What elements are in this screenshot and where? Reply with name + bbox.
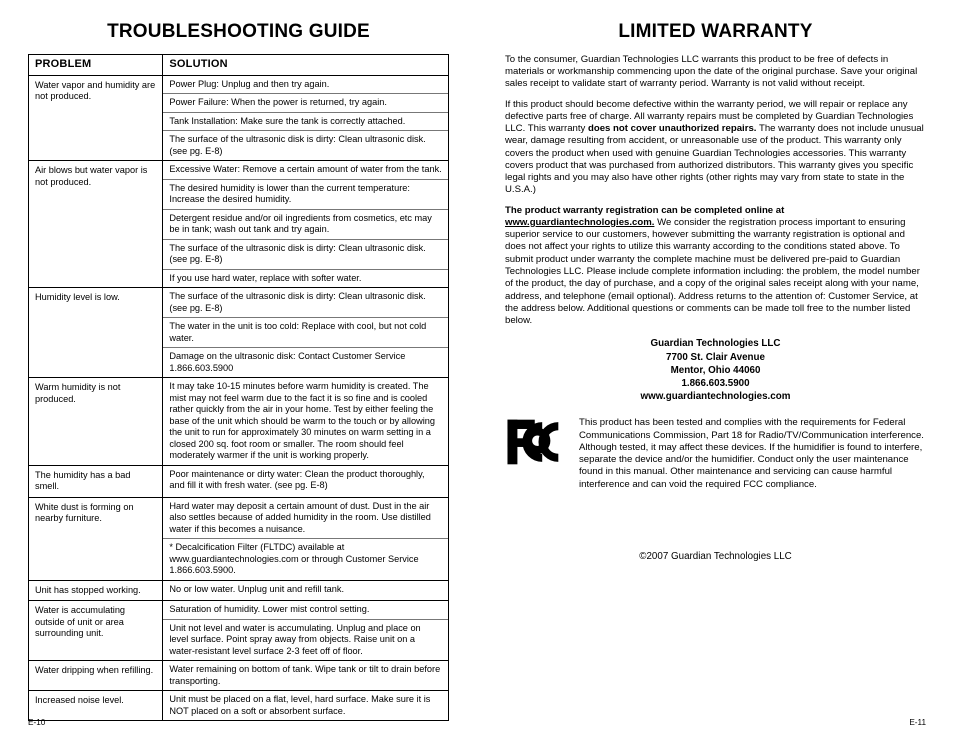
- table-row: Warm humidity is not produced.It may tak…: [29, 378, 449, 466]
- table-row: Water is accumulating outside of unit or…: [29, 601, 449, 661]
- table-row: White dust is forming on nearby furnitur…: [29, 497, 449, 580]
- solution-cell: Excessive Water: Remove a certain amount…: [163, 161, 449, 288]
- solution-cell: It may take 10-15 minutes before warm hu…: [163, 378, 449, 466]
- solution-cell: Poor maintenance or dirty water: Clean t…: [163, 465, 449, 497]
- table-row: Increased noise level.Unit must be place…: [29, 691, 449, 721]
- problem-cell: Water vapor and humidity are not produce…: [29, 75, 163, 161]
- warranty-p1: To the consumer, Guardian Technologies L…: [505, 54, 926, 91]
- solution-item: Unit not level and water is accumulating…: [163, 620, 448, 661]
- table-row: Water dripping when refilling.Water rema…: [29, 661, 449, 691]
- addr-city: Mentor, Ohio 44060: [505, 364, 926, 377]
- addr-phone: 1.866.603.5900: [505, 377, 926, 390]
- solution-cell: No or low water. Unplug unit and refill …: [163, 580, 449, 601]
- solution-item: Saturation of humidity. Lower mist contr…: [163, 601, 448, 620]
- table-row: Unit has stopped working.No or low water…: [29, 580, 449, 601]
- solution-item: The desired humidity is lower than the c…: [163, 180, 448, 210]
- solution-item: It may take 10-15 minutes before warm hu…: [163, 378, 448, 465]
- problem-cell: Unit has stopped working.: [29, 580, 163, 601]
- warranty-p2bold: does not cover unauthorized repairs.: [588, 123, 756, 134]
- warranty-title: LIMITED WARRANTY: [505, 20, 926, 44]
- page-number-right: E-11: [909, 718, 926, 728]
- fcc-block: This product has been tested and complie…: [505, 417, 926, 491]
- warranty-p3link: www.guardiantechnologies.com.: [505, 217, 654, 228]
- addr-web: www.guardiantechnologies.com: [505, 390, 926, 403]
- solution-item: Detergent residue and/or oil ingredients…: [163, 210, 448, 240]
- problem-cell: The humidity has a bad smell.: [29, 465, 163, 497]
- solution-item: Tank Installation: Make sure the tank is…: [163, 113, 448, 132]
- addr-company: Guardian Technologies LLC: [505, 337, 926, 350]
- warranty-p3: The product warranty registration can be…: [505, 205, 926, 328]
- solution-item: If you use hard water, replace with soft…: [163, 270, 448, 288]
- table-row: Air blows but water vapor is not produce…: [29, 161, 449, 288]
- table-row: Humidity level is low.The surface of the…: [29, 288, 449, 378]
- troubleshooting-table: PROBLEM SOLUTION Water vapor and humidit…: [28, 54, 449, 721]
- page-left: TROUBLESHOOTING GUIDE PROBLEM SOLUTION W…: [0, 0, 477, 738]
- warranty-p3bold: The product warranty registration can be…: [505, 205, 784, 216]
- problem-cell: Humidity level is low.: [29, 288, 163, 378]
- troubleshooting-title: TROUBLESHOOTING GUIDE: [28, 20, 449, 44]
- th-problem: PROBLEM: [29, 54, 163, 75]
- warranty-p2: If this product should become defective …: [505, 99, 926, 197]
- solution-item: The surface of the ultrasonic disk is di…: [163, 288, 448, 318]
- problem-cell: Water dripping when refilling.: [29, 661, 163, 691]
- solution-cell: Hard water may deposit a certain amount …: [163, 497, 449, 580]
- problem-cell: Warm humidity is not produced.: [29, 378, 163, 466]
- page-right: LIMITED WARRANTY To the consumer, Guardi…: [477, 0, 954, 738]
- problem-cell: Air blows but water vapor is not produce…: [29, 161, 163, 288]
- fcc-icon: [505, 417, 567, 470]
- address-block: Guardian Technologies LLC 7700 St. Clair…: [505, 337, 926, 403]
- solution-item: * Decalcification Filter (FLTDC) availab…: [163, 539, 448, 580]
- solution-cell: Power Plug: Unplug and then try again.Po…: [163, 75, 449, 161]
- solution-item: Power Plug: Unplug and then try again.: [163, 76, 448, 95]
- solution-item: No or low water. Unplug unit and refill …: [163, 581, 448, 599]
- solution-cell: Unit must be placed on a flat, level, ha…: [163, 691, 449, 721]
- solution-item: Power Failure: When the power is returne…: [163, 94, 448, 113]
- problem-cell: Water is accumulating outside of unit or…: [29, 601, 163, 661]
- solution-item: Damage on the ultrasonic disk: Contact C…: [163, 348, 448, 377]
- solution-item: Hard water may deposit a certain amount …: [163, 498, 448, 540]
- problem-cell: Increased noise level.: [29, 691, 163, 721]
- warranty-p3rest: We consider the registration process imp…: [505, 217, 920, 326]
- solution-item: Excessive Water: Remove a certain amount…: [163, 161, 448, 180]
- table-row: The humidity has a bad smell.Poor mainte…: [29, 465, 449, 497]
- solution-item: The surface of the ultrasonic disk is di…: [163, 240, 448, 270]
- th-solution: SOLUTION: [163, 54, 449, 75]
- solution-item: Poor maintenance or dirty water: Clean t…: [163, 466, 448, 495]
- solution-item: The surface of the ultrasonic disk is di…: [163, 131, 448, 160]
- addr-street: 7700 St. Clair Avenue: [505, 351, 926, 364]
- solution-item: Water remaining on bottom of tank. Wipe …: [163, 661, 448, 690]
- solution-cell: The surface of the ultrasonic disk is di…: [163, 288, 449, 378]
- problem-cell: White dust is forming on nearby furnitur…: [29, 497, 163, 580]
- solution-cell: Saturation of humidity. Lower mist contr…: [163, 601, 449, 661]
- solution-cell: Water remaining on bottom of tank. Wipe …: [163, 661, 449, 691]
- copyright: ©2007 Guardian Technologies LLC: [505, 551, 926, 563]
- fcc-text: This product has been tested and complie…: [579, 417, 926, 491]
- solution-item: Unit must be placed on a flat, level, ha…: [163, 691, 448, 720]
- solution-item: The water in the unit is too cold: Repla…: [163, 318, 448, 348]
- table-row: Water vapor and humidity are not produce…: [29, 75, 449, 161]
- page-number-left: E-10: [28, 718, 45, 728]
